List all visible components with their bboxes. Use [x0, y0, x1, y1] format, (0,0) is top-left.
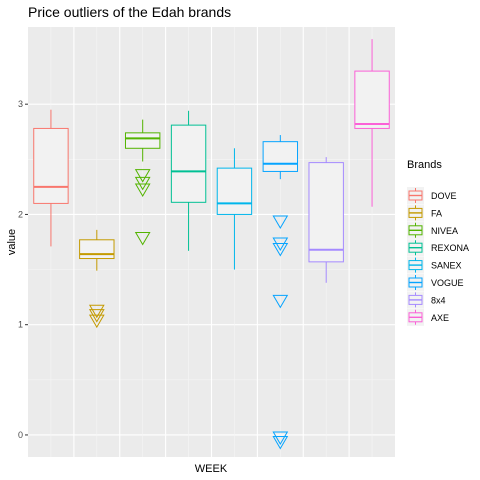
legend-item-8x4: 8x4 [407, 291, 446, 309]
legend-label: DOVE [431, 191, 457, 201]
legend-item-fa: FA [407, 204, 442, 222]
chart-title: Price outliers of the Edah brands [28, 4, 231, 20]
legend-item-axe: AXE [407, 308, 449, 326]
outlier-point [134, 183, 151, 197]
box-body [79, 239, 115, 260]
legend-label: REXONA [431, 243, 469, 253]
outlier-point [272, 431, 289, 446]
box-body [216, 167, 253, 215]
legend-label: NIVEA [431, 226, 458, 236]
legend-label: FA [431, 208, 442, 218]
legend-item-vogue: VOGUE [407, 274, 464, 291]
box-vogue [262, 135, 299, 450]
y-axis: 0 1 2 3 [18, 99, 28, 440]
outlier-point [88, 304, 105, 319]
legend-item-rexona: REXONA [407, 239, 469, 257]
legend-item-sanex: SANEX [407, 256, 462, 274]
outlier-point [272, 215, 289, 229]
legend-item-nivea: NIVEA [407, 221, 458, 239]
box-8x4 [308, 157, 344, 283]
outlier-point [272, 435, 289, 450]
legend-title: Brands [407, 159, 442, 171]
box-axe [354, 39, 390, 207]
box-body [170, 124, 207, 203]
box-nivea [124, 119, 161, 246]
outlier-point [272, 294, 289, 309]
box-series [33, 39, 390, 450]
outlier-point [88, 314, 105, 329]
box-rexona [170, 110, 207, 251]
box-body [124, 132, 161, 149]
y-axis-label: value [6, 229, 18, 255]
y-tick-label: 2 [18, 209, 23, 219]
legend-label: 8x4 [431, 295, 446, 305]
outlier-point [134, 176, 151, 191]
box-body [262, 141, 299, 172]
outlier-point [272, 243, 289, 257]
box-body [308, 162, 344, 263]
legend-label: SANEX [431, 261, 462, 271]
outlier-point [134, 231, 151, 246]
outlier-point [134, 169, 151, 183]
box-dove [33, 109, 69, 247]
y-tick-label: 0 [18, 430, 23, 440]
y-tick-label: 3 [18, 99, 23, 109]
legend-label: AXE [431, 313, 449, 323]
box-sanex [216, 148, 253, 270]
box-fa [79, 229, 115, 329]
y-tick-label: 1 [18, 320, 23, 330]
box-body [33, 127, 69, 204]
box-body [354, 70, 390, 129]
legend: Brands DOVE FA NIVEA REXONA SANEX VOGUE 8x4 AXE [407, 159, 469, 326]
x-axis-label: WEEK [195, 463, 228, 475]
legend-label: VOGUE [431, 278, 464, 288]
legend-item-dove: DOVE [407, 187, 457, 204]
